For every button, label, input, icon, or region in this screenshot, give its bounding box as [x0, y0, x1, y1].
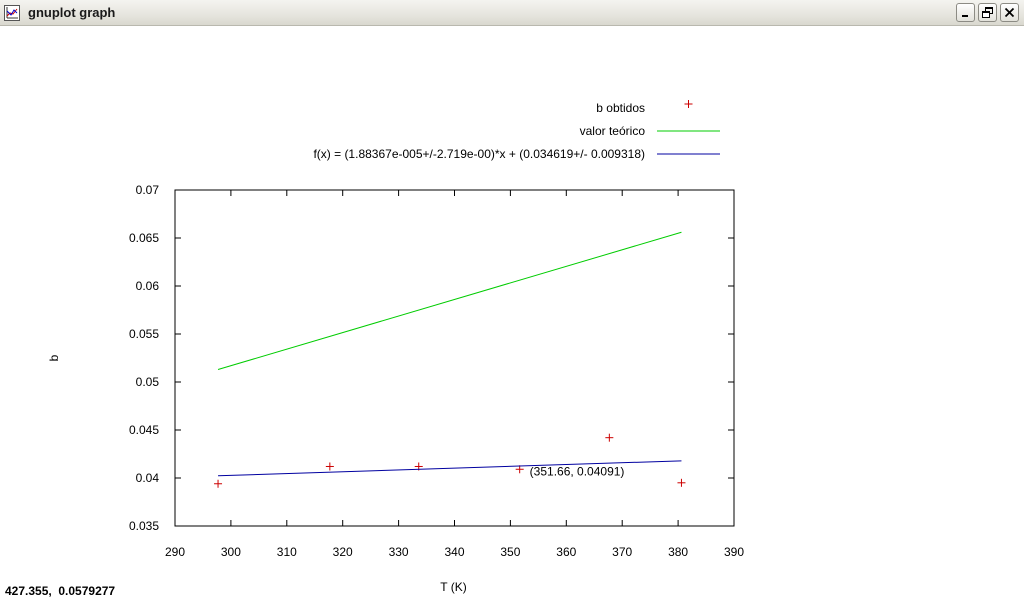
x-tick-label: 330 [389, 545, 409, 559]
point-annotation: (351.66, 0.04091) [530, 464, 625, 478]
x-tick-label: 320 [333, 545, 353, 559]
x-tick-label: 370 [612, 545, 632, 559]
x-tick-label: 380 [668, 545, 688, 559]
legend-entry: f(x) = (1.88367e-005+/-2.719e-00)*x + (0… [313, 147, 720, 161]
y-axis-label: b [47, 354, 61, 361]
data-point [325, 462, 334, 471]
y-tick-label: 0.06 [136, 279, 160, 293]
restore-button[interactable] [978, 3, 997, 22]
x-tick-label: 390 [724, 545, 744, 559]
close-button[interactable] [1000, 3, 1019, 22]
title-bar[interactable]: gnuplot graph [0, 0, 1024, 26]
legend-label: f(x) = (1.88367e-005+/-2.719e-00)*x + (0… [313, 147, 645, 161]
legend-entry: b obtidos [596, 100, 693, 115]
x-tick-label: 300 [221, 545, 241, 559]
close-icon [1004, 7, 1015, 18]
plot-area[interactable]: 290 300 310 320 330 340 350 360 370 380 390 0.035 0.… [0, 26, 1024, 600]
x-tick-label: 310 [277, 545, 297, 559]
y-tick-label: 0.045 [129, 423, 159, 437]
x-tick-label: 290 [165, 545, 185, 559]
y-tick-label: 0.055 [129, 327, 159, 341]
y-tick-label: 0.05 [136, 375, 160, 389]
plot-border [174, 189, 735, 527]
theoretical-line [217, 231, 682, 370]
legend-entry: valor teórico [580, 124, 720, 138]
chart[interactable]: 290 300 310 320 330 340 350 360 370 380 390 0.035 0.… [0, 26, 1024, 600]
x-tick-label: 340 [444, 545, 464, 559]
y-tick-label: 0.07 [136, 183, 160, 197]
y-tick-label: 0.04 [136, 471, 160, 485]
fit-line [218, 460, 682, 477]
restore-icon [982, 7, 993, 18]
x-axis-label: T (K) [440, 580, 466, 594]
legend-marker [684, 100, 693, 108]
data-point [605, 433, 614, 442]
x-tick-label: 360 [556, 545, 576, 559]
gnuplot-app-icon[interactable] [4, 5, 20, 21]
data-point [515, 465, 524, 474]
data-point [214, 479, 223, 488]
mouse-coordinates-readout: 427.355, 0.0579277 [5, 584, 116, 598]
legend-label: valor teórico [580, 124, 646, 138]
y-tick-label: 0.035 [129, 519, 159, 533]
data-point [677, 478, 686, 487]
legend-label: b obtidos [596, 101, 645, 115]
y-tick-label: 0.065 [129, 231, 159, 245]
window-title: gnuplot graph [28, 5, 116, 20]
minimize-icon [962, 15, 968, 17]
minimize-button[interactable] [956, 3, 975, 22]
x-tick-label: 350 [500, 545, 520, 559]
